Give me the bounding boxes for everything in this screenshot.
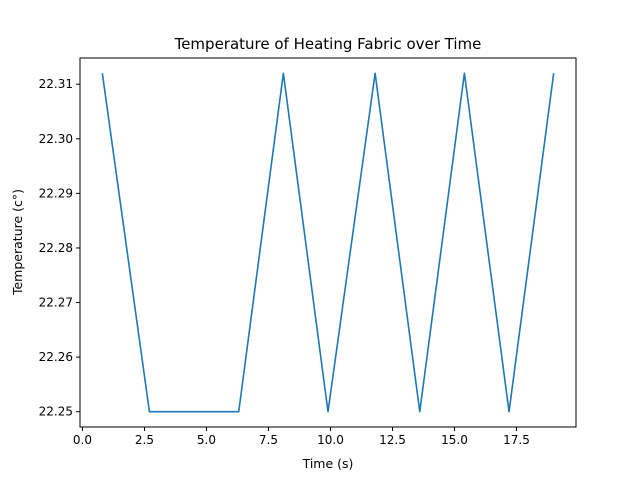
x-tick-label: 10.0 xyxy=(317,433,344,447)
y-tick-label: 22.26 xyxy=(39,350,73,364)
x-tick-label: 7.5 xyxy=(259,433,278,447)
y-tick-label: 22.29 xyxy=(39,186,73,200)
x-tick-label: 12.5 xyxy=(379,433,406,447)
x-tick-label: 2.5 xyxy=(135,433,154,447)
y-tick-label: 22.27 xyxy=(39,296,73,310)
x-axis-label: Time (s) xyxy=(302,456,354,471)
x-axis-ticks: 0.0 2.5 5.0 7.5 10.0 12.5 15.0 17.5 xyxy=(73,427,530,447)
x-tick-label: 5.0 xyxy=(197,433,216,447)
y-axis-label: Temperature (c°) xyxy=(10,189,25,296)
y-tick-label: 22.25 xyxy=(39,405,73,419)
y-tick-label: 22.30 xyxy=(39,132,73,146)
plot-frame xyxy=(79,57,577,428)
x-tick-label: 15.0 xyxy=(441,433,468,447)
y-axis-ticks: 22.25 22.26 22.27 22.28 22.29 22.30 22.31 xyxy=(39,77,80,419)
y-tick-label: 22.31 xyxy=(39,77,73,91)
y-tick-label: 22.28 xyxy=(39,241,73,255)
x-tick-label: 0.0 xyxy=(73,433,92,447)
chart-title: Temperature of Heating Fabric over Time xyxy=(174,35,482,53)
plot-area xyxy=(79,57,577,428)
plot-background xyxy=(80,58,576,427)
series-line xyxy=(101,72,555,413)
x-tick-label: 17.5 xyxy=(503,433,530,447)
